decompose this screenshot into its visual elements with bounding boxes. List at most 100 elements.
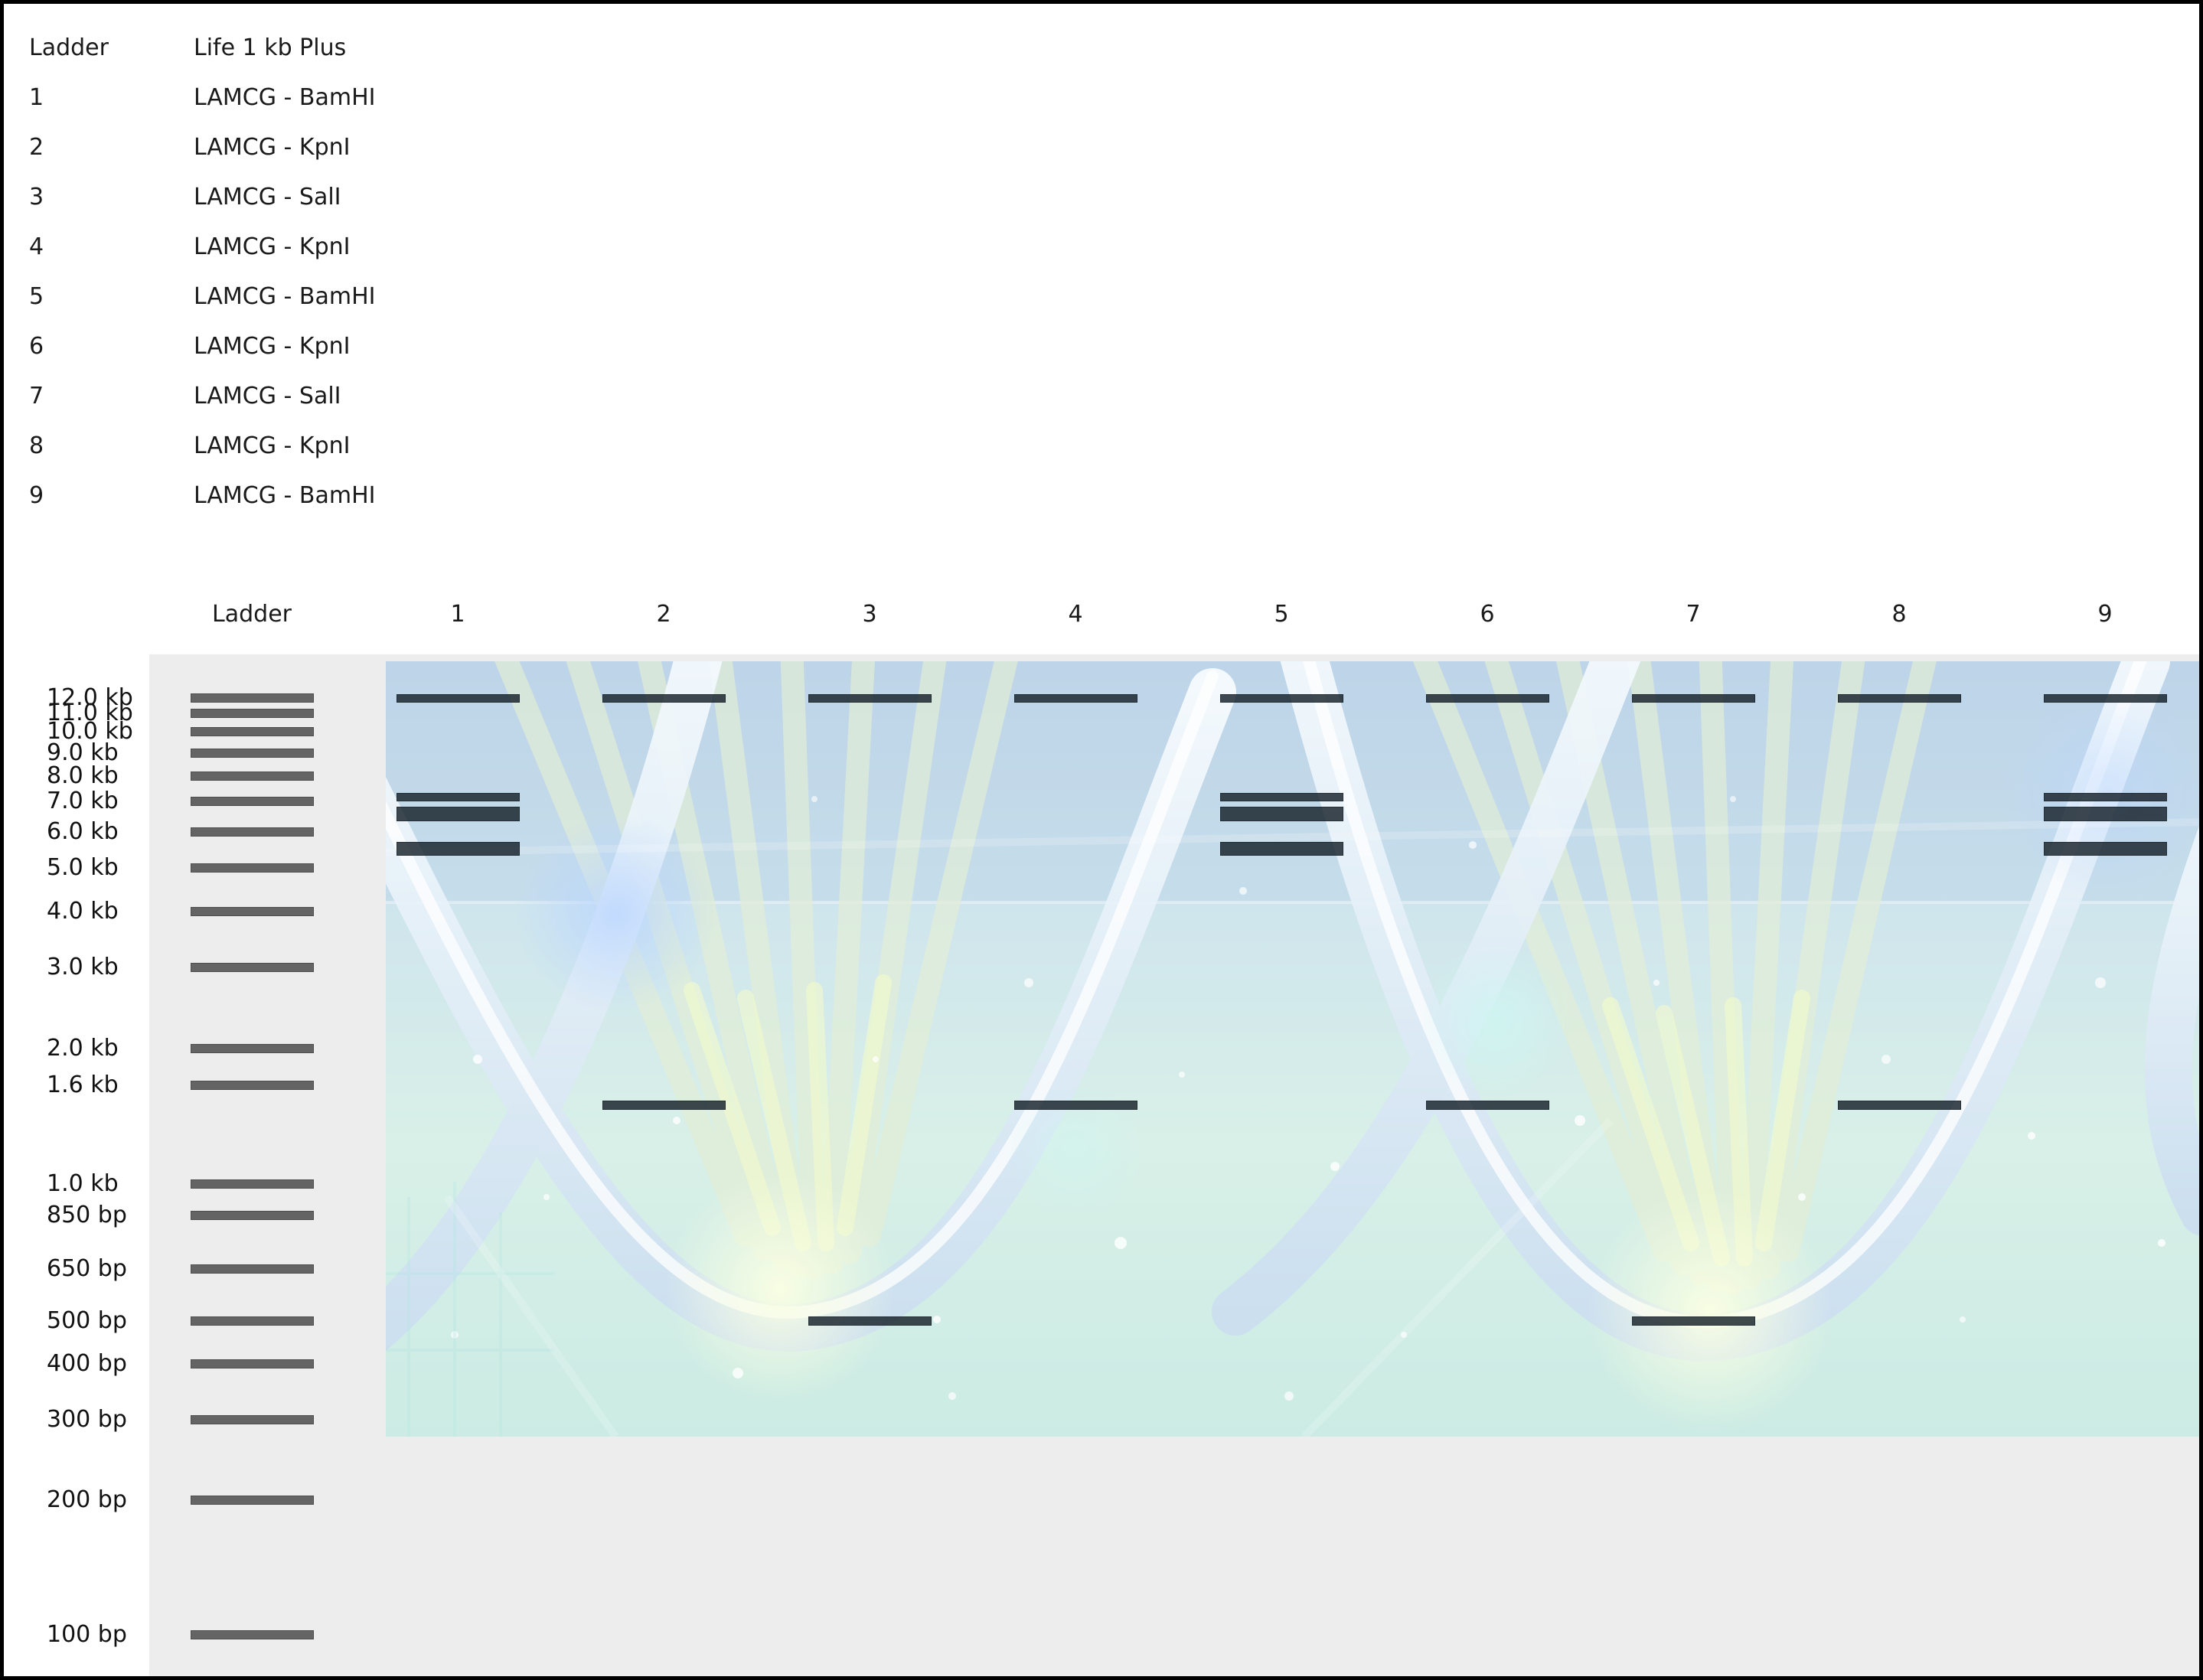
legend-lane-id: 1 [29, 84, 44, 111]
ladder-band [191, 797, 314, 806]
sample-band-lane-6 [1426, 1101, 1549, 1110]
legend-sample-name: LAMCG - KpnI [194, 333, 351, 360]
sample-band-lane-8 [1838, 1101, 1961, 1110]
sample-band-lane-2 [602, 1101, 726, 1110]
ladder-size-label: 12.0 kb [47, 684, 133, 711]
ladder-size-label: 7.0 kb [47, 788, 119, 814]
legend-lane-id: 9 [29, 482, 44, 509]
lane-header-4: 4 [1068, 601, 1083, 628]
sample-band-lane-5 [1220, 842, 1343, 856]
ladder-size-label: 11.0 kb [47, 700, 133, 726]
ladder-band [191, 749, 314, 758]
ladder-band [191, 1630, 314, 1639]
sample-band-lane-6 [1426, 694, 1549, 703]
lane-header-5: 5 [1274, 601, 1289, 628]
ladder-size-label: 850 bp [47, 1202, 127, 1228]
sample-band-lane-5 [1220, 807, 1343, 821]
legend-row: 3 LAMCG - SalI [29, 183, 341, 212]
ladder-band [191, 693, 314, 703]
sample-band-lane-9 [2044, 807, 2167, 821]
legend-sample-name: LAMCG - SalI [194, 383, 341, 409]
legend-lane-id: 4 [29, 233, 44, 260]
ladder-size-label: 650 bp [47, 1255, 127, 1282]
ladder-band [191, 709, 314, 718]
ladder-band [191, 1264, 314, 1274]
ladder-size-label: 5.0 kb [47, 854, 119, 881]
ladder-band [191, 1415, 314, 1424]
legend-sample-name: LAMCG - BamHI [194, 482, 376, 509]
sample-band-lane-9 [2044, 842, 2167, 856]
legend-lane-id: 7 [29, 383, 44, 409]
legend-row: 6 LAMCG - KpnI [29, 332, 350, 361]
sample-band-lane-4 [1014, 1101, 1137, 1110]
legend-sample-name: LAMCG - KpnI [194, 134, 351, 161]
sample-band-lane-7 [1632, 694, 1755, 703]
ladder-size-label: 300 bp [47, 1406, 127, 1433]
sample-band-lane-4 [1014, 694, 1137, 703]
legend-row: 2 LAMCG - KpnI [29, 133, 350, 162]
ladder-size-label: 400 bp [47, 1350, 127, 1377]
lane-header-ladder: Ladder [212, 601, 292, 628]
ladder-size-label: 100 bp [47, 1621, 127, 1648]
sample-band-lane-9 [2044, 793, 2167, 801]
legend-lane-id: 3 [29, 184, 44, 210]
legend-row: Ladder Life 1 kb Plus [29, 34, 346, 63]
sample-band-lane-7 [1632, 1316, 1755, 1326]
ladder-size-label: 500 bp [47, 1307, 127, 1334]
legend-sample-name: LAMCG - KpnI [194, 432, 351, 459]
ladder-size-label: 200 bp [47, 1486, 127, 1513]
sample-band-lane-1 [397, 793, 520, 801]
ladder-band [191, 827, 314, 837]
ladder-band [191, 771, 314, 781]
lane-header-8: 8 [1891, 601, 1907, 628]
sample-band-lane-3 [808, 694, 932, 703]
legend-lane-id: 8 [29, 432, 44, 459]
sample-band-lane-2 [602, 694, 726, 703]
ladder-band [191, 727, 314, 736]
ladder-band [191, 1496, 314, 1505]
legend-row: 8 LAMCG - KpnI [29, 432, 350, 461]
ladder-size-label: 10.0 kb [47, 718, 133, 745]
dna-helix-art [386, 661, 2199, 1437]
ladder-band [191, 1316, 314, 1326]
ladder-size-label: 9.0 kb [47, 739, 119, 766]
ladder-size-label: 6.0 kb [47, 818, 119, 845]
ladder-size-label: 4.0 kb [47, 898, 119, 925]
sample-band-lane-5 [1220, 793, 1343, 801]
ladder-band [191, 1044, 314, 1053]
legend-row: 9 LAMCG - BamHI [29, 481, 376, 511]
ladder-band [191, 963, 314, 972]
ladder-size-label: 3.0 kb [47, 954, 119, 980]
lane-header-1: 1 [450, 601, 465, 628]
lane-header-6: 6 [1480, 601, 1495, 628]
lane-header-2: 2 [656, 601, 671, 628]
legend-row: 7 LAMCG - SalI [29, 382, 341, 411]
lane-header-3: 3 [862, 601, 877, 628]
legend-sample-name: LAMCG - BamHI [194, 84, 376, 111]
sample-band-lane-1 [397, 694, 520, 703]
ladder-size-label: 8.0 kb [47, 762, 119, 789]
legend-sample-name: LAMCG - BamHI [194, 283, 376, 310]
ladder-band [191, 1359, 314, 1368]
legend-row: 4 LAMCG - KpnI [29, 233, 350, 262]
legend-lane-id: 5 [29, 283, 44, 310]
sample-band-lane-1 [397, 842, 520, 856]
ladder-size-label: 2.0 kb [47, 1035, 119, 1062]
sample-band-lane-3 [808, 1316, 932, 1326]
lane-header-7: 7 [1686, 601, 1701, 628]
sample-band-lane-1 [397, 807, 520, 821]
legend-row: 5 LAMCG - BamHI [29, 282, 376, 312]
ladder-size-label: 1.0 kb [47, 1170, 119, 1197]
legend-sample-name: LAMCG - SalI [194, 184, 341, 210]
lane-header-9: 9 [2097, 601, 2113, 628]
sample-band-lane-5 [1220, 694, 1343, 703]
legend-lane-id: Ladder [29, 34, 109, 61]
sample-band-lane-9 [2044, 694, 2167, 703]
legend-lane-id: 2 [29, 134, 44, 161]
legend-sample-name: Life 1 kb Plus [194, 34, 347, 61]
legend-row: 1 LAMCG - BamHI [29, 83, 376, 113]
legend-sample-name: LAMCG - KpnI [194, 233, 351, 260]
legend-lane-id: 6 [29, 333, 44, 360]
ladder-size-label: 1.6 kb [47, 1072, 119, 1098]
